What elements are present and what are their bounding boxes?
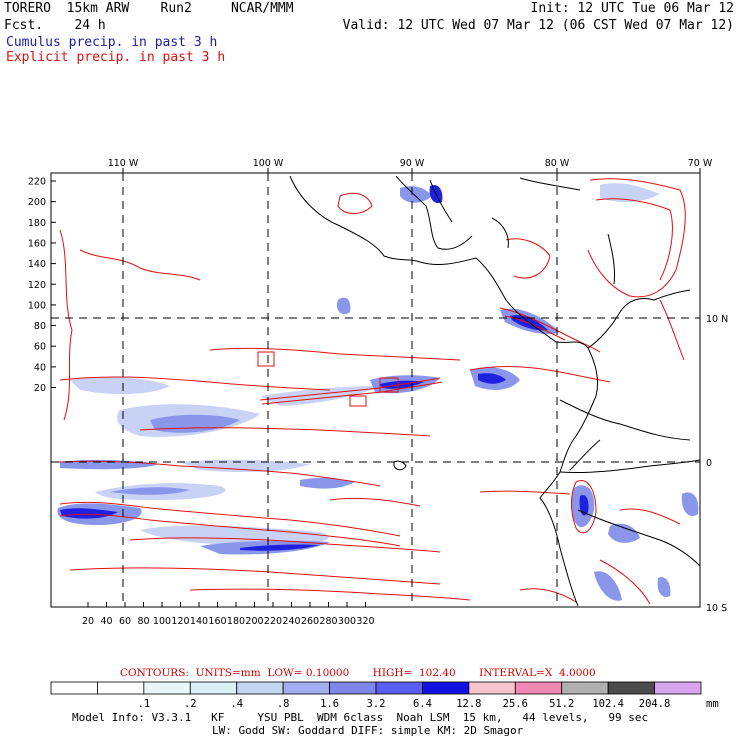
colorbar-swatch xyxy=(97,681,145,695)
colorbar-swatch xyxy=(422,681,470,695)
colorbar-label: .4 xyxy=(230,698,243,710)
colorbar-swatch xyxy=(375,681,423,695)
bottom-grid-label: 40 xyxy=(100,616,112,627)
right-latitude-label: 10 S xyxy=(706,603,727,614)
right-latitude-label: 10 N xyxy=(706,314,728,325)
bottom-grid-label: 280 xyxy=(319,616,337,627)
colorbar-label: 12.8 xyxy=(456,698,481,710)
bottom-grid-label: 80 xyxy=(137,616,149,627)
bottom-grid-label: 260 xyxy=(301,616,319,627)
colorbar-swatch xyxy=(607,681,655,695)
forecast-hour: Fcst. 24 h xyxy=(4,18,106,33)
colorbar-swatch xyxy=(282,681,330,695)
colorbar-swatch xyxy=(561,681,609,695)
colorbar-label: 6.4 xyxy=(413,698,432,710)
left-grid-label: 120 xyxy=(28,280,46,291)
bottom-grid-label: 60 xyxy=(119,616,131,627)
colorbar: .1 .2 .4 .8 1.6 3.2 6.4 12.8 25.6 51.2 102.4 204.8 m… xyxy=(50,681,719,710)
left-grid-label: 180 xyxy=(28,218,46,229)
left-grid-label: 40 xyxy=(34,362,46,373)
left-grid-label: 160 xyxy=(28,238,46,249)
left-grid-label: 60 xyxy=(34,342,46,353)
colorbar-label: 1.6 xyxy=(320,698,339,710)
top-longitude-label: 80 W xyxy=(545,158,570,169)
bottom-grid-label: 180 xyxy=(227,616,245,627)
colorbar-label: 102.4 xyxy=(592,698,624,710)
explicit-precip-label: Explicit precip. in past 3 h xyxy=(6,50,226,65)
colorbar-swatch xyxy=(329,681,377,695)
colorbar-swatch xyxy=(514,681,563,695)
bottom-grid-label: 120 xyxy=(171,616,189,627)
left-grid-label: 220 xyxy=(28,177,46,188)
bottom-grid-label: 320 xyxy=(356,616,374,627)
left-grid-label: 200 xyxy=(28,197,46,208)
colorbar-units: mm xyxy=(706,698,719,710)
explicit-precip-contours xyxy=(57,178,686,605)
bottom-grid-label: 20 xyxy=(82,616,94,627)
cumulus-precip-label: Cumulus precip. in past 3 h xyxy=(6,35,218,50)
bottom-grid-label: 160 xyxy=(208,616,226,627)
left-grid-label: 20 xyxy=(34,383,46,394)
bottom-grid-label: 100 xyxy=(153,616,171,627)
colorbar-swatch xyxy=(654,681,702,695)
top-longitude-label: 70 W xyxy=(688,158,713,169)
bottom-grid-label: 300 xyxy=(338,616,356,627)
colorbar-label: .8 xyxy=(277,698,290,710)
model-info-line2: LW: Godd SW: Goddard DIFF: simple KM: 2D… xyxy=(212,724,524,737)
top-longitude-label: 100 W xyxy=(253,158,284,169)
init-time: Init: 12 UTC Tue 06 Mar 12 xyxy=(530,1,735,16)
colorbar-swatch xyxy=(468,681,516,695)
colorbar-swatch xyxy=(236,681,284,695)
colorbar-label: 3.2 xyxy=(367,698,386,710)
model-title: TORERO 15km ARW Run2 NCAR/MMM xyxy=(4,1,294,16)
coastline xyxy=(289,175,701,607)
right-latitude-label: 0 xyxy=(706,458,712,469)
colorbar-swatch xyxy=(143,681,191,695)
bottom-grid-label: 200 xyxy=(245,616,263,627)
model-info-line1: Model Info: V3.3.1 KF YSU PBL WDM 6class… xyxy=(72,711,649,724)
bottom-grid-label: 220 xyxy=(264,616,282,627)
left-grid-label: 100 xyxy=(28,300,46,311)
bottom-grid-label: 140 xyxy=(190,616,208,627)
colorbar-swatch xyxy=(189,681,238,695)
valid-time: Valid: 12 UTC Wed 07 Mar 12 (06 CST Wed … xyxy=(342,18,734,33)
left-grid-label: 80 xyxy=(34,321,46,332)
colorbar-swatch xyxy=(50,681,98,695)
left-grid-label: 140 xyxy=(28,259,46,270)
colorbar-label: .1 xyxy=(138,698,151,710)
map-frame xyxy=(50,172,701,608)
top-longitude-label: 110 W xyxy=(108,158,139,169)
contours-info: CONTOURS: UNITS=mm LOW= 0.10000 HIGH= 10… xyxy=(120,667,596,679)
colorbar-label: .2 xyxy=(184,698,197,710)
colorbar-label: 204.8 xyxy=(639,698,671,710)
top-longitude-label: 90 W xyxy=(400,158,425,169)
colorbar-label: 51.2 xyxy=(549,698,574,710)
bottom-grid-label: 240 xyxy=(282,616,300,627)
colorbar-label: 25.6 xyxy=(503,698,528,710)
